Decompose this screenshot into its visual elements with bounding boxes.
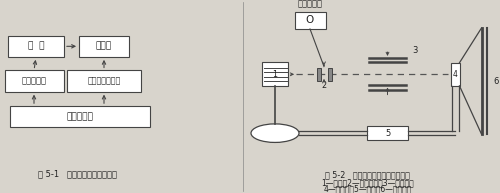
Bar [367, 126, 408, 140]
Text: 4—收集器；5—导管；6—承印材料: 4—收集器；5—导管；6—承印材料 [324, 184, 412, 193]
Text: 承印物: 承印物 [96, 42, 112, 51]
Text: 2: 2 [322, 81, 326, 90]
Text: 4: 4 [452, 70, 458, 79]
Text: O: O [306, 15, 314, 25]
Bar [67, 70, 141, 92]
Circle shape [251, 124, 299, 142]
Text: 图 5-2   喷墨印刷机主机的基本结构: 图 5-2 喷墨印刷机主机的基本结构 [325, 170, 410, 179]
Bar [79, 36, 129, 57]
Text: 喷  头: 喷 头 [28, 42, 44, 51]
Text: 3: 3 [412, 46, 418, 55]
Text: 系统控制器: 系统控制器 [66, 112, 94, 121]
Text: 6: 6 [494, 77, 498, 85]
Bar [294, 12, 326, 29]
Text: 图 5-1   喷墨印刷系统构成框图: 图 5-1 喷墨印刷系统构成框图 [38, 169, 117, 178]
Text: 承印物驱动机构: 承印物驱动机构 [88, 77, 120, 85]
Text: 1—喷头；2—充电电极；3—偏转板；: 1—喷头；2—充电电极；3—偏转板； [321, 178, 414, 187]
Text: 图像信号源: 图像信号源 [298, 0, 322, 9]
Bar [316, 68, 320, 81]
Text: 5: 5 [385, 129, 390, 138]
Bar [4, 70, 64, 92]
Text: 喷墨控制器: 喷墨控制器 [22, 77, 46, 85]
Bar [262, 62, 288, 86]
Text: 1: 1 [272, 70, 278, 79]
Bar [8, 36, 64, 57]
Bar [328, 68, 332, 81]
Bar [450, 63, 460, 86]
Bar [10, 106, 150, 127]
